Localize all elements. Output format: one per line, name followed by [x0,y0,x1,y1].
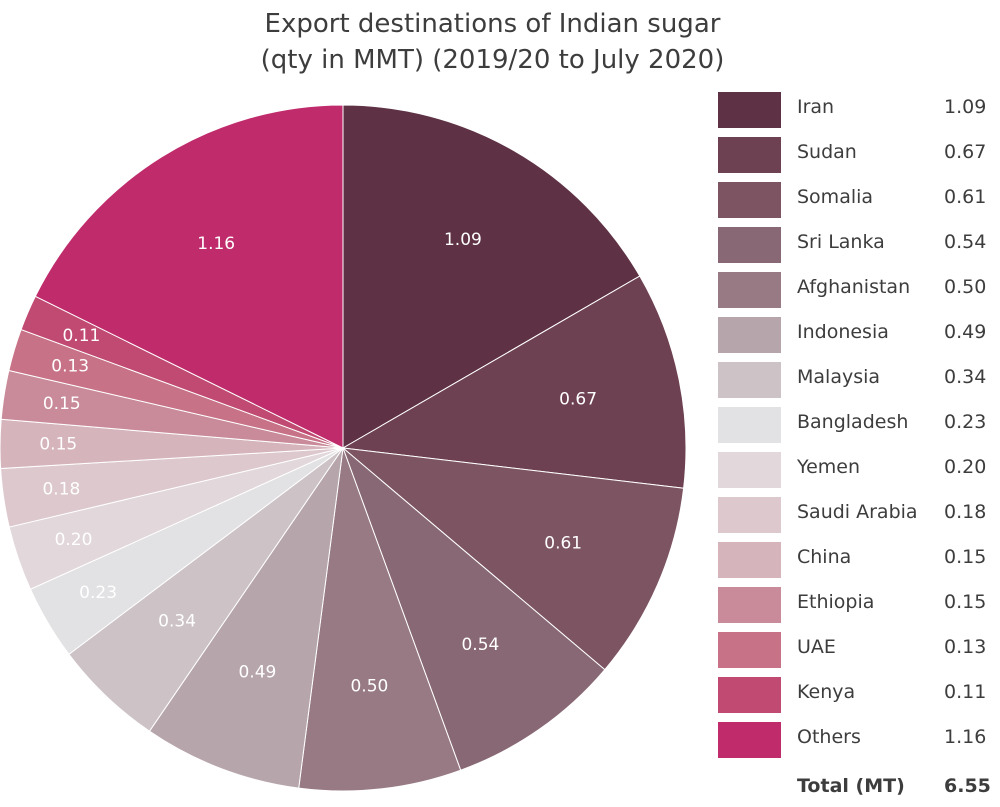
legend-item: Ethiopia 0.15 [718,587,1000,632]
legend-item: Malaysia 0.34 [718,362,1000,407]
chart-title: Export destinations of Indian sugar [264,9,721,39]
legend-swatch [718,182,781,218]
legend-swatch [718,407,781,443]
slice-value-label: 0.54 [461,635,499,655]
pie-slice-sri-lanka [341,446,606,771]
legend-swatch [718,587,781,623]
legend-item: Iran 1.09 [718,92,1000,137]
legend-item: Indonesia 0.49 [718,317,1000,362]
legend-value: 0.18 [944,501,987,523]
legend-item: Kenya 0.11 [718,677,1000,722]
legend-item: Afghanistan 0.50 [718,272,1000,317]
legend-swatch [718,542,781,578]
legend-label: Malaysia [797,366,881,388]
legend-label: Yemen [797,456,861,478]
slice-value-label: 0.34 [158,612,196,632]
slice-value-label: 0.61 [544,534,582,554]
legend-label: Kenya [797,681,856,703]
legend-swatch [718,272,781,308]
legend-swatch [718,362,781,398]
legend-item: UAE 0.13 [718,632,1000,677]
slice-value-label: 1.16 [197,234,235,254]
legend-label: Sudan [797,141,857,163]
legend-total-row: Total (MT) 6.55 [718,771,1000,807]
legend-value: 0.13 [944,636,987,658]
legend-label: China [797,546,852,568]
slice-value-label: 0.15 [39,435,77,455]
legend-value: 1.09 [944,96,987,118]
legend-swatch [718,632,781,668]
legend-label: Afghanistan [797,276,911,298]
legend-label: Bangladesh [797,411,909,433]
slice-value-label: 1.09 [444,230,482,250]
legend-swatch [718,317,781,353]
legend-item: Sudan 0.67 [718,137,1000,182]
legend-value: 0.50 [944,276,987,298]
slice-value-label: 0.11 [62,326,100,346]
slice-value-label: 0.13 [51,357,89,377]
legend-item: Yemen 0.20 [718,452,1000,497]
legend-item: Others 1.16 [718,722,1000,767]
legend-swatch [718,227,781,263]
legend-value: 0.15 [944,546,987,568]
pie-chart: 1.09 0.67 0.61 0.54 0.50 0.49 0.34 0.23 0.20 0.18… [0,104,687,792]
pie-slice-somalia [341,447,685,671]
pie-slice-afghanistan [298,447,462,792]
legend-swatch [718,92,781,128]
legend-label: UAE [797,636,836,658]
legend-value: 0.23 [944,411,987,433]
pie-slice-indonesia [148,447,344,789]
legend-item: Bangladesh 0.23 [718,407,1000,452]
legend-value: 1.16 [944,726,987,748]
legend-label: Somalia [797,186,874,208]
legend-value: 0.20 [944,456,987,478]
slice-value-label: 0.49 [238,662,276,682]
chart-subtitle: (qty in MMT) (2019/20 to July 2020) [260,45,725,75]
legend-value: 0.54 [944,231,987,253]
legend: Iran 1.09 Sudan 0.67 Somalia 0.61 Sri Lanka 0.5… [718,92,1000,807]
legend-value: 0.34 [944,366,987,388]
legend-value: 0.67 [944,141,987,163]
legend-swatch [718,137,781,173]
slice-value-label: 0.15 [43,394,81,414]
slice-value-label: 0.67 [559,389,597,409]
legend-swatch [718,722,781,758]
chart-title-block: Export destinations of Indian sugar (qty… [0,6,985,78]
total-label: Total (MT) [797,775,905,797]
legend-label: Iran [797,96,835,118]
legend-value: 0.49 [944,321,987,343]
slice-value-label: 0.20 [55,530,93,550]
legend-label: Ethiopia [797,591,875,613]
slice-value-label: 0.23 [79,583,117,603]
legend-item: Sri Lanka 0.54 [718,227,1000,272]
legend-label: Sri Lanka [797,231,885,253]
total-value: 6.55 [944,775,991,797]
slice-value-label: 0.50 [350,677,388,697]
slice-value-label: 0.18 [42,480,80,500]
legend-label: Saudi Arabia [797,501,918,523]
pie-slice-sudan [341,275,687,489]
legend-swatch [718,452,781,488]
legend-value: 0.11 [944,681,987,703]
legend-item: Somalia 0.61 [718,182,1000,227]
legend-value: 0.61 [944,186,987,208]
legend-label: Indonesia [797,321,889,343]
legend-value: 0.15 [944,591,987,613]
pie-slice-iran [342,104,641,449]
legend-swatch [718,677,781,713]
pie-slice-others [34,104,344,449]
legend-label: Others [797,726,861,748]
legend-item: China 0.15 [718,542,1000,587]
legend-swatch [718,497,781,533]
legend-item: Saudi Arabia 0.18 [718,497,1000,542]
